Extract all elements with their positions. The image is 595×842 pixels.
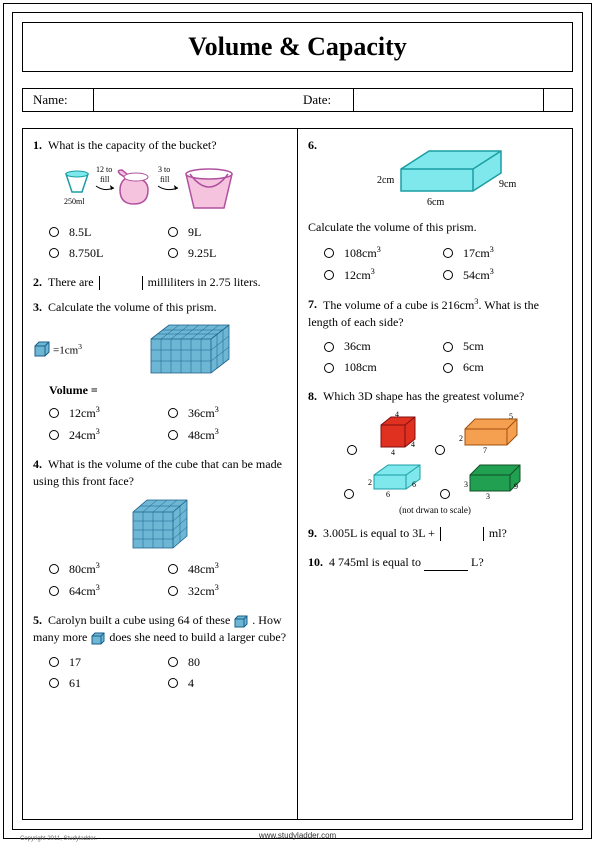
- svg-text:fill: fill: [100, 175, 110, 184]
- date-label: Date:: [293, 92, 353, 108]
- q6-figure: 2cm 9cm 6cm: [308, 143, 562, 213]
- date-field[interactable]: [353, 89, 544, 111]
- svg-text:9cm: 9cm: [499, 179, 516, 190]
- q8-figure: 4 4 4 7 2 5 6 2 6 3 3 9: [308, 411, 562, 499]
- q8-opt-d[interactable]: [440, 489, 450, 499]
- q3-text: Calculate the volume of this prism.: [48, 300, 217, 314]
- q5-options: 17 80 61 4: [49, 652, 287, 694]
- q2: 2. There are milliliters in 2.75 liters.: [33, 274, 287, 291]
- q1-opt-d[interactable]: 9.25L: [168, 246, 287, 261]
- name-field[interactable]: [93, 89, 293, 111]
- q4-options: 80cm3 48cm3 64cm3 32cm3: [49, 558, 287, 602]
- copyright: Copyright 2011, Studyladder.: [20, 836, 97, 842]
- q4-opt-c[interactable]: 64cm3: [49, 583, 168, 599]
- title-box: Volume & Capacity: [22, 22, 573, 72]
- q7-opt-a[interactable]: 36cm: [324, 339, 443, 354]
- svg-text:3: 3: [486, 492, 490, 499]
- q5-opt-c[interactable]: 61: [49, 676, 168, 691]
- q7-opt-c[interactable]: 108cm: [324, 360, 443, 375]
- q3-opt-d[interactable]: 48cm3: [168, 427, 287, 443]
- q3-volume-label: Volume =: [49, 383, 287, 398]
- q5-opt-d[interactable]: 4: [168, 676, 287, 691]
- svg-text:fill: fill: [160, 175, 170, 184]
- q10: 10. 4 745ml is equal to L?: [308, 554, 562, 571]
- q8-opt-a[interactable]: [347, 445, 357, 455]
- name-label: Name:: [23, 92, 93, 108]
- svg-text:4: 4: [391, 448, 395, 455]
- q3-figure: =1cm3: [33, 321, 287, 377]
- left-column: 1. What is the capacity of the bucket? 2…: [23, 129, 298, 819]
- q4-figure: [33, 496, 287, 552]
- page-title: Volume & Capacity: [188, 32, 407, 62]
- q6-options: 108cm3 17cm3 12cm3 54cm3: [324, 242, 562, 286]
- q8: 8. Which 3D shape has the greatest volum…: [308, 388, 562, 405]
- q7-opt-b[interactable]: 5cm: [443, 339, 562, 354]
- q10-blank[interactable]: [424, 559, 468, 571]
- q6-opt-c[interactable]: 12cm3: [324, 267, 443, 283]
- q1-opt-a[interactable]: 8.5L: [49, 225, 168, 240]
- q6-opt-a[interactable]: 108cm3: [324, 245, 443, 261]
- q4-text: What is the volume of the cube that can …: [33, 457, 282, 488]
- q1-options: 8.5L 9L 8.750L 9.25L: [49, 222, 287, 264]
- svg-text:2: 2: [368, 478, 372, 487]
- q8-note: (not drwan to scale): [308, 505, 562, 515]
- svg-text:3: 3: [464, 480, 468, 489]
- q7-opt-d[interactable]: 6cm: [443, 360, 562, 375]
- q4: 4. What is the volume of the cube that c…: [33, 456, 287, 490]
- q1: 1. What is the capacity of the bucket?: [33, 137, 287, 154]
- q7-text: The volume of a cube is 216cm3. What is …: [308, 298, 539, 329]
- svg-text:6cm: 6cm: [427, 197, 444, 208]
- q9: 9. 3.005L is equal to 3L + ml?: [308, 525, 562, 542]
- q8-opt-b[interactable]: [435, 445, 445, 455]
- q4-opt-d[interactable]: 32cm3: [168, 583, 287, 599]
- q1-opt-c[interactable]: 8.750L: [49, 246, 168, 261]
- svg-text:4: 4: [411, 440, 415, 449]
- q3-opt-c[interactable]: 24cm3: [49, 427, 168, 443]
- q9-blank[interactable]: [440, 527, 484, 541]
- q6-opt-b[interactable]: 17cm3: [443, 245, 562, 261]
- q8-opt-c[interactable]: [344, 489, 354, 499]
- q5-opt-a[interactable]: 17: [49, 655, 168, 670]
- svg-text:250ml: 250ml: [64, 197, 85, 206]
- q4-opt-a[interactable]: 80cm3: [49, 561, 168, 577]
- q2-blank[interactable]: [99, 276, 143, 290]
- svg-text:4: 4: [395, 411, 399, 419]
- q1-text: What is the capacity of the bucket?: [48, 138, 217, 152]
- q3-opt-a[interactable]: 12cm3: [49, 405, 168, 421]
- q3: 3. Calculate the volume of this prism.: [33, 299, 287, 316]
- q4-opt-b[interactable]: 48cm3: [168, 561, 287, 577]
- svg-text:3 to: 3 to: [158, 165, 170, 174]
- svg-text:12 to: 12 to: [96, 165, 112, 174]
- svg-text:6: 6: [386, 490, 390, 499]
- q5-opt-b[interactable]: 80: [168, 655, 287, 670]
- q3-opt-b[interactable]: 36cm3: [168, 405, 287, 421]
- svg-text:6: 6: [412, 480, 416, 489]
- name-date-row: Name: Date:: [22, 88, 573, 112]
- svg-text:2cm: 2cm: [377, 175, 394, 186]
- q7: 7. The volume of a cube is 216cm3. What …: [308, 296, 562, 331]
- worksheet-body: 1. What is the capacity of the bucket? 2…: [22, 128, 573, 820]
- q6-text: Calculate the volume of this prism.: [308, 220, 477, 234]
- q7-options: 36cm 5cm 108cm 6cm: [324, 336, 562, 378]
- q1-opt-b[interactable]: 9L: [168, 225, 287, 240]
- q1-figure: 250ml 12 to fill 3 to fill: [33, 160, 287, 216]
- q3-options: 12cm3 36cm3 24cm3 48cm3: [49, 402, 287, 446]
- q6-opt-d[interactable]: 54cm3: [443, 267, 562, 283]
- right-column: 6. 2cm 9cm 6cm Calculate the volume of t…: [298, 129, 572, 819]
- svg-text:2: 2: [459, 434, 463, 443]
- svg-text:5: 5: [509, 412, 513, 421]
- svg-text:9: 9: [514, 482, 518, 491]
- q8-text: Which 3D shape has the greatest volume?: [323, 389, 524, 403]
- svg-text:7: 7: [483, 446, 487, 455]
- q5: 5. Carolyn built a cube using 64 of thes…: [33, 612, 287, 646]
